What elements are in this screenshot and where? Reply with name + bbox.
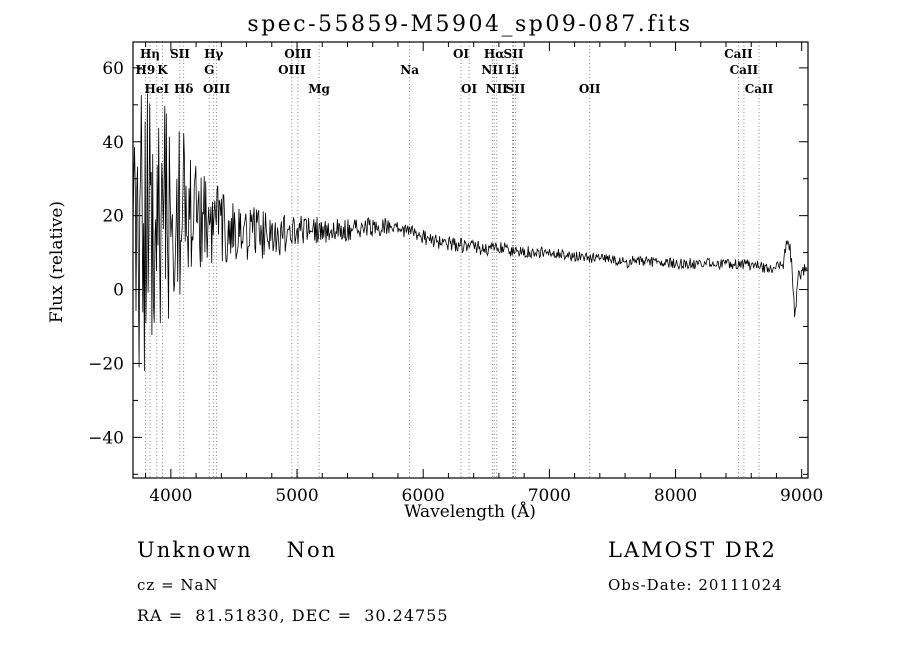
spectral-line-label: HeI: [145, 82, 170, 96]
y-tick-label: 20: [102, 207, 124, 227]
x-tick-label: 9000: [780, 486, 823, 506]
spectral-line-label: CaII: [724, 47, 753, 61]
survey-label: LAMOST DR2: [608, 538, 777, 562]
x-axis-label: Wavelength (Å): [404, 501, 536, 522]
spectral-line-label: Li: [506, 63, 519, 77]
y-tick-label: −40: [88, 428, 124, 448]
spectral-line-label: OIII: [284, 47, 312, 61]
spectrum-polyline: [132, 93, 808, 372]
spectral-line-label: Hδ: [174, 82, 193, 96]
spectral-line-label: OIII: [203, 82, 231, 96]
spectral-line-label: Mg: [308, 82, 330, 96]
y-tick-label: 0: [113, 281, 124, 301]
spectral-line-label: SII: [505, 82, 525, 96]
spectrum-layer: [132, 93, 808, 372]
spectral-line-label: OI: [461, 82, 477, 96]
cz-label: cz = NaN: [137, 576, 219, 594]
x-tick-label: 5000: [275, 486, 318, 506]
spectral-line-label: CaII: [730, 63, 759, 77]
spectral-line-label: K: [157, 63, 168, 77]
axes-layer: 4000 5000 6000 7000 8000 9000 −40 −20 0 20 40 60: [88, 41, 823, 506]
spectral-line-label: OI: [453, 47, 469, 61]
x-tick-label: 6000: [402, 486, 445, 506]
spectral-line-label: Hα: [484, 47, 505, 61]
spectral-line-label: Hη: [140, 47, 160, 61]
spectral-line-label: CaII: [745, 82, 774, 96]
spectral-line-label: NII: [486, 82, 509, 96]
spectral-line-label: SII: [504, 47, 524, 61]
spectral-line-label: Na: [400, 63, 419, 77]
chart-title: spec-55859-M5904_sp09-087.fits: [247, 12, 692, 37]
y-tick-label: 60: [102, 59, 124, 79]
spectral-line-label: H9: [136, 63, 156, 77]
y-tick-label: −20: [88, 354, 124, 374]
x-tick-label: 7000: [528, 486, 571, 506]
x-tick-label: 8000: [654, 486, 697, 506]
obs-date-label: Obs-Date: 20111024: [608, 576, 783, 594]
spectral-line-label: NII: [481, 63, 504, 77]
spectrum-chart: spec-55859-M5904_sp09-087.fits Wavelengt…: [47, 12, 823, 522]
spectral-line-label: OII: [579, 82, 601, 96]
spectral-line-label: SII: [170, 47, 190, 61]
subclass-label: Non: [286, 538, 338, 562]
y-axis-label: Flux (relative): [47, 201, 67, 323]
classification-text: Unknown Non: [137, 538, 337, 562]
plot-frame: [132, 41, 809, 479]
spectral-line-label: OIII: [278, 63, 306, 77]
x-tick-label: 4000: [149, 486, 192, 506]
spectral-line-label: Hγ: [204, 47, 223, 61]
y-tick-label: 40: [102, 133, 124, 153]
class-label: Unknown: [137, 538, 253, 562]
spectral-line-label: G: [204, 63, 214, 77]
ra-dec-label: RA = 81.51830, DEC = 30.24755: [137, 606, 449, 625]
